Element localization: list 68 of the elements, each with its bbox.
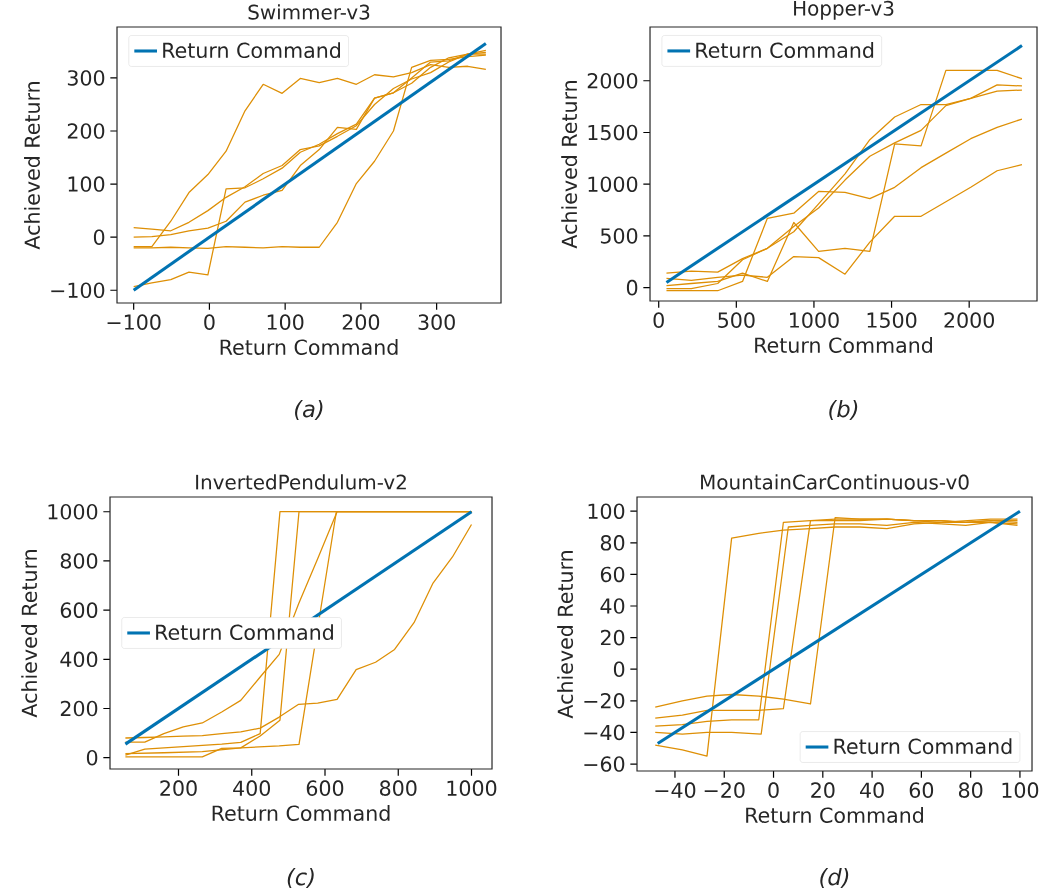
y-tick-label: 0: [613, 661, 625, 678]
x-tick-label: 1000: [447, 780, 497, 796]
legend-label: Return Command: [163, 42, 340, 59]
x-tick-label: 0: [204, 314, 215, 330]
x-tick-label: 2000: [944, 312, 994, 328]
text: (a): [295, 399, 323, 421]
y-tick-label: 20: [600, 629, 625, 646]
text: (b): [829, 399, 858, 421]
y-axis-title: Achieved Return: [561, 81, 578, 249]
chart-title: InvertedPendulum-v2: [196, 474, 406, 490]
y-tick-label: 200: [60, 700, 98, 717]
x-tick-label: 0: [653, 312, 664, 328]
y-tick-label: 400: [60, 651, 98, 668]
x-tick-label: 60: [909, 782, 934, 798]
y-axis-title: Achieved Return: [21, 550, 38, 718]
x-axis-title: Return Command: [755, 337, 932, 353]
x-tick-label: 800: [380, 780, 417, 796]
legend-label: Return Command: [834, 738, 1012, 755]
x-tick-label: 40: [859, 782, 884, 798]
x-axis-title: Return Command: [212, 805, 390, 821]
y-tick-label: −100: [51, 282, 105, 299]
y-tick-label: 500: [600, 228, 638, 244]
x-tick-label: 500: [718, 312, 755, 328]
x-axis-title: Return Command: [220, 339, 398, 355]
text: (d): [820, 867, 849, 889]
text: (c): [287, 867, 314, 889]
x-tick-label: 80: [958, 782, 983, 798]
y-tick-label: 800: [60, 553, 98, 569]
x-tick-label: 20: [811, 782, 835, 798]
y-tick-label: 0: [626, 279, 638, 296]
x-tick-label: 600: [306, 780, 344, 796]
y-tick-label: 100: [588, 503, 625, 519]
y-tick-label: 600: [60, 602, 98, 618]
x-tick-label: 300: [418, 314, 455, 330]
y-tick-label: −40: [584, 724, 625, 741]
x-tick-label: 200: [342, 314, 380, 330]
x-tick-label: −20: [704, 782, 745, 798]
y-tick-label: 100: [68, 176, 105, 192]
chart-title: Hopper-v3: [794, 0, 894, 20]
y-tick-label: 80: [600, 535, 625, 551]
y-tick-label: 200: [67, 123, 105, 139]
chart-title: MountainCarContinuous-v0: [701, 474, 969, 490]
x-tick-label: 0: [768, 782, 779, 798]
y-tick-label: −20: [584, 693, 625, 709]
legend-label: Return Command: [156, 624, 333, 641]
y-tick-label: 300: [67, 70, 105, 86]
y-tick-label: −60: [584, 756, 625, 772]
y-tick-label: 2000: [587, 72, 638, 89]
y-tick-label: 1000: [588, 176, 638, 192]
y-tick-label: 40: [600, 598, 625, 614]
x-tick-label: 100: [1002, 782, 1039, 798]
chart-title: Swimmer-v3: [248, 4, 370, 20]
x-tick-label: −100: [107, 314, 161, 330]
x-tick-label: 400: [233, 780, 271, 796]
y-tick-label: 0: [93, 229, 105, 245]
x-tick-label: 1000: [790, 312, 839, 328]
y-axis-title: Achieved Return: [24, 82, 40, 250]
x-tick-label: 200: [160, 780, 197, 796]
y-axis-title: Achieved Return: [557, 551, 574, 719]
x-tick-label: 1500: [867, 312, 917, 328]
y-tick-label: 0: [86, 749, 98, 766]
x-tick-label: 100: [267, 314, 304, 330]
y-tick-label: 60: [600, 566, 625, 583]
y-tick-label: 1000: [48, 503, 98, 520]
y-tick-label: 1500: [588, 124, 638, 141]
x-axis-title: Return Command: [746, 807, 923, 823]
legend-label: Return Command: [696, 42, 874, 59]
x-tick-label: −40: [655, 782, 696, 798]
